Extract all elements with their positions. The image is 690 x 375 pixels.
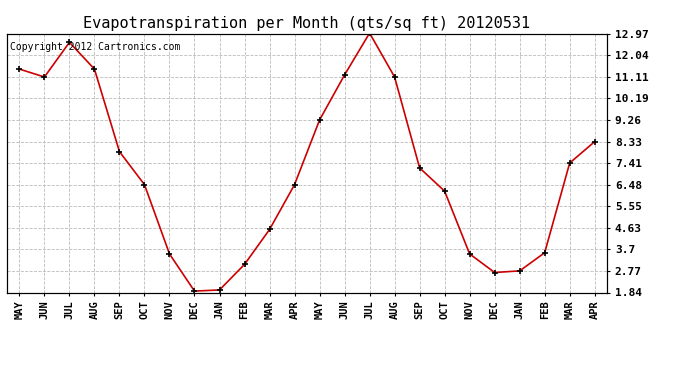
Text: Copyright 2012 Cartronics.com: Copyright 2012 Cartronics.com [10, 42, 180, 51]
Title: Evapotranspiration per Month (qts/sq ft) 20120531: Evapotranspiration per Month (qts/sq ft)… [83, 16, 531, 31]
